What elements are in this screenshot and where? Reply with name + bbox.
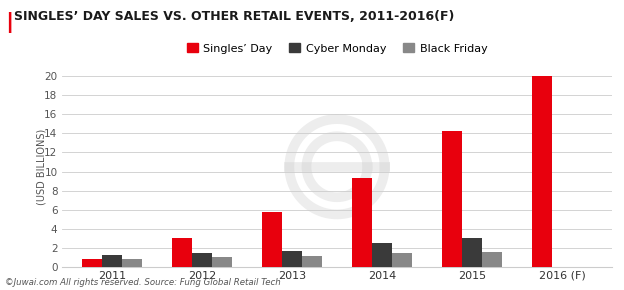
Bar: [282, 251, 302, 267]
Bar: [192, 253, 212, 267]
Bar: [212, 257, 232, 267]
Bar: [482, 251, 502, 267]
Bar: [372, 243, 392, 267]
Bar: [353, 178, 372, 267]
Text: |: |: [5, 12, 13, 32]
Bar: [392, 253, 412, 267]
Bar: [262, 211, 282, 267]
Bar: [302, 256, 321, 267]
Bar: [172, 238, 192, 267]
Bar: [82, 259, 102, 267]
Bar: [102, 255, 122, 267]
Bar: [462, 238, 482, 267]
Bar: [122, 259, 142, 267]
Y-axis label: (USD BILLIONS): (USD BILLIONS): [37, 129, 47, 205]
Legend: Singles’ Day, Cyber Monday, Black Friday: Singles’ Day, Cyber Monday, Black Friday: [187, 43, 487, 54]
Bar: [442, 130, 462, 267]
Text: ©Juwai.com All rights reserved. Source: Fung Global Retail Tech: ©Juwai.com All rights reserved. Source: …: [5, 278, 281, 287]
Text: SINGLES’ DAY SALES VS. OTHER RETAIL EVENTS, 2011-2016(F): SINGLES’ DAY SALES VS. OTHER RETAIL EVEN…: [14, 10, 454, 23]
Bar: [532, 76, 552, 267]
